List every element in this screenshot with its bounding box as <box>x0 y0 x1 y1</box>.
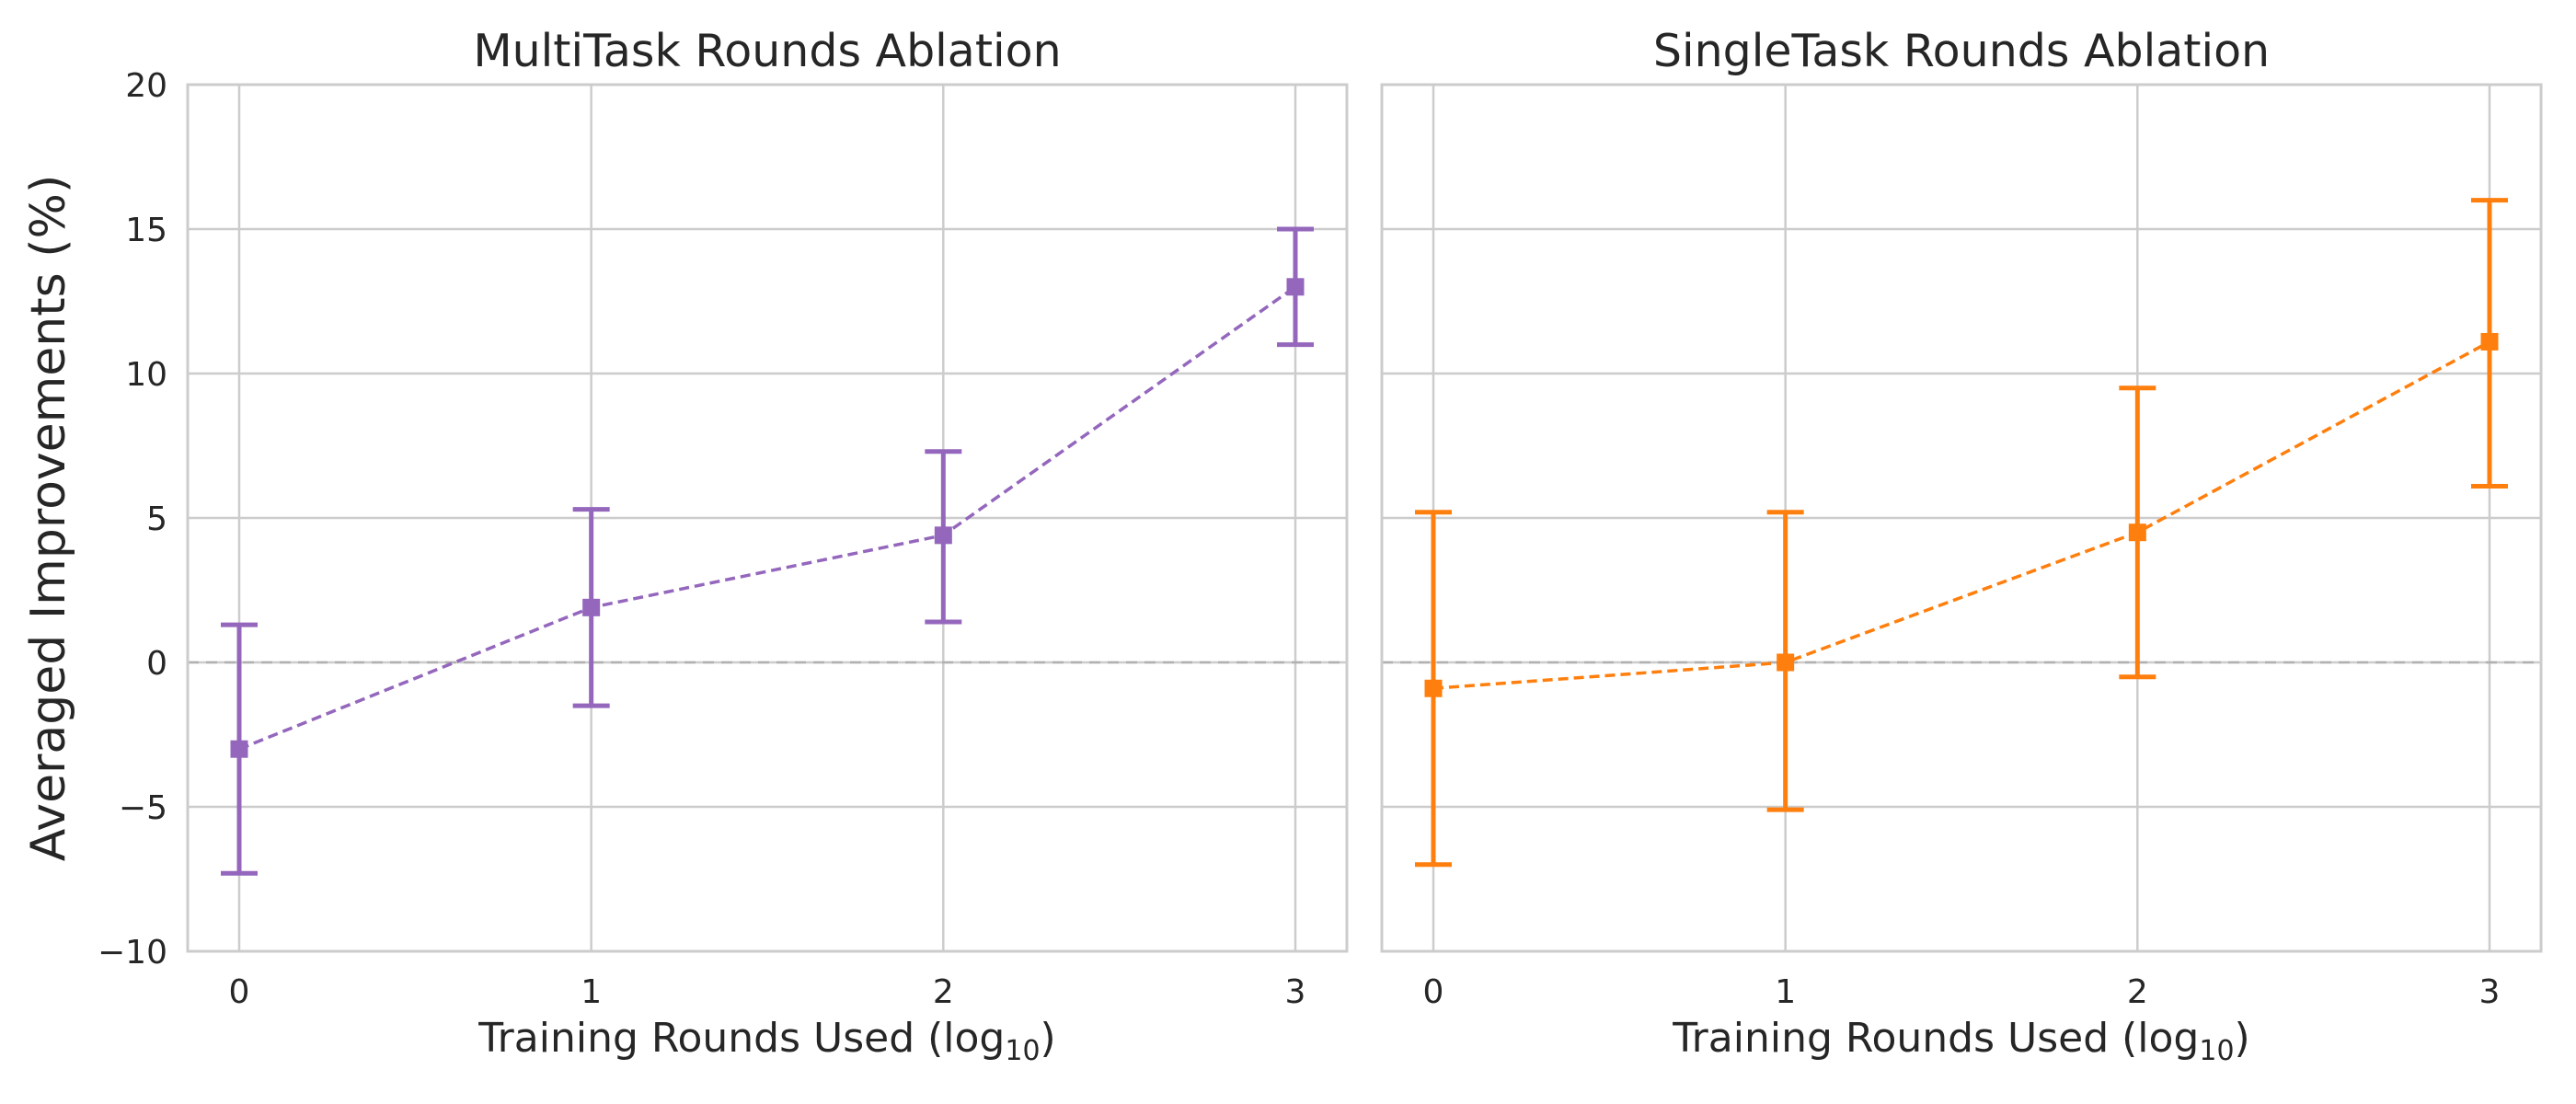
singletask-x-axis-label: Training Rounds Used (log10) <box>1672 1015 2249 1067</box>
multitask-x-tick-label: 1 <box>581 973 602 1011</box>
multitask-y-tick-label: 15 <box>125 212 167 249</box>
multitask-y-tick-label: 10 <box>125 356 167 394</box>
multitask-data-point <box>230 740 248 758</box>
singletask-data-point <box>2480 332 2499 351</box>
multitask-data-point <box>934 526 952 545</box>
singletask-panel: SingleTask Rounds Ablation 0 1 2 3 Training… <box>1380 25 2543 1067</box>
singletask-series-line <box>1432 339 2490 691</box>
singletask-x-tick-label: 0 <box>1423 973 1444 1011</box>
multitask-x-tick-label: 2 <box>933 973 954 1011</box>
multitask-x-tick-label: 3 <box>1285 973 1306 1011</box>
y-axis-label: Averaged Improvements (%) <box>21 175 76 861</box>
singletask-axes-frame <box>1380 83 2543 953</box>
multitask-data-point <box>1286 278 1305 296</box>
singletask-data-point <box>1777 653 1795 672</box>
multitask-y-tick-label: 0 <box>146 645 167 683</box>
multitask-y-tick-label: 20 <box>125 67 167 105</box>
multitask-panel: MultiTask Rounds Ablation 0 1 2 3 −10 −5 0 5 10 1… <box>21 25 1349 1067</box>
multitask-y-tick-label: −10 <box>98 934 167 972</box>
singletask-x-tick-label: 3 <box>2479 973 2501 1011</box>
multitask-x-axis-label: Training Rounds Used (log10) <box>477 1015 1055 1067</box>
singletask-data-point <box>2128 523 2146 542</box>
singletask-x-tick-label: 2 <box>2127 973 2148 1011</box>
multitask-y-tick-label: −5 <box>119 789 167 827</box>
singletask-chart-title: SingleTask Rounds Ablation <box>1653 25 2270 77</box>
singletask-data-point <box>1424 679 1443 697</box>
singletask-x-tick-label: 1 <box>1775 973 1796 1011</box>
multitask-y-tick-label: 5 <box>146 500 167 538</box>
multitask-series-line <box>238 285 1297 751</box>
multitask-data-point <box>582 598 601 616</box>
multitask-x-tick-label: 0 <box>229 973 250 1011</box>
multitask-axes-frame <box>186 83 1349 953</box>
multitask-chart-title: MultiTask Rounds Ablation <box>473 25 1061 77</box>
